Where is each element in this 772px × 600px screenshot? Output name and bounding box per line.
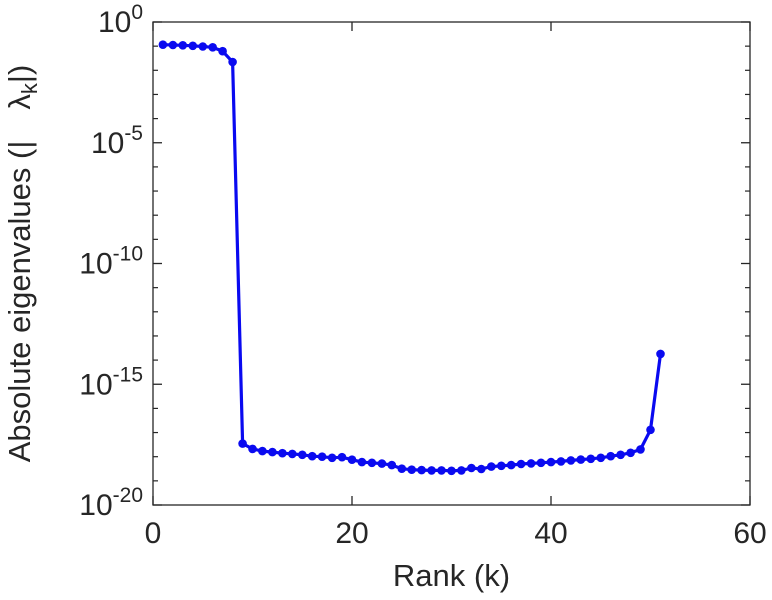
data-point-marker (556, 457, 566, 466)
data-point-marker (178, 41, 188, 50)
data-point-marker (606, 451, 615, 461)
data-point-marker (258, 446, 267, 456)
data-point-marker (596, 453, 606, 463)
data-point-marker (467, 463, 476, 473)
data-point-marker (616, 450, 625, 460)
data-point-marker (536, 458, 546, 468)
y-tick-label: 10-15 (79, 363, 143, 401)
data-point-marker (586, 454, 596, 464)
data-point-marker (228, 57, 237, 67)
x-tick-label: 60 (733, 517, 766, 550)
data-point-marker (397, 464, 407, 474)
data-point-marker (407, 465, 417, 475)
data-point-marker (646, 425, 655, 435)
data-point-marker (188, 41, 198, 51)
data-point-marker (417, 465, 426, 475)
data-point-marker (198, 42, 208, 51)
data-point-marker (576, 455, 586, 464)
data-point-marker (208, 43, 217, 52)
data-point-marker (248, 444, 257, 454)
data-point-marker (636, 445, 645, 454)
data-point-marker (367, 458, 377, 468)
y-axis-title: Absolute eigenvalues (| λk|) (2, 65, 42, 463)
data-point-marker (158, 40, 168, 49)
data-point-marker (278, 448, 287, 458)
data-point-marker (238, 439, 247, 448)
data-point-marker (437, 466, 446, 475)
data-point-marker (566, 456, 576, 465)
data-point-marker (457, 466, 466, 475)
x-tick-label: 0 (145, 517, 162, 550)
data-point-marker (168, 40, 178, 50)
data-point-marker (526, 459, 536, 468)
y-tick-label: 10-10 (79, 243, 143, 281)
data-point-marker (497, 461, 506, 471)
data-point-marker (218, 46, 227, 56)
x-tick-label: 20 (335, 517, 368, 550)
data-point-marker (387, 460, 397, 470)
data-point-marker (626, 448, 635, 458)
data-point-marker (307, 451, 317, 461)
data-point-marker (377, 459, 387, 468)
data-point-marker (427, 466, 436, 475)
data-point-marker (337, 452, 347, 462)
data-point-marker (546, 457, 556, 467)
x-tick-label: 40 (534, 517, 567, 550)
data-point-marker (347, 455, 357, 465)
data-point-marker (656, 349, 665, 359)
data-point-marker (516, 459, 526, 469)
x-axis-title: Rank (k) (393, 558, 510, 593)
data-point-marker (327, 453, 337, 463)
data-point-marker (506, 460, 516, 470)
data-point-marker (298, 450, 307, 460)
data-point-marker (447, 466, 456, 476)
data-point-marker (268, 447, 277, 457)
data-point-marker (487, 462, 496, 471)
data-point-marker (477, 464, 486, 474)
data-point-marker (357, 457, 367, 467)
data-point-marker (288, 449, 297, 459)
data-point-marker (317, 452, 327, 462)
y-tick-label: 100 (98, 1, 143, 39)
y-tick-label: 10-20 (79, 484, 143, 522)
y-tick-label: 10-5 (91, 122, 143, 160)
